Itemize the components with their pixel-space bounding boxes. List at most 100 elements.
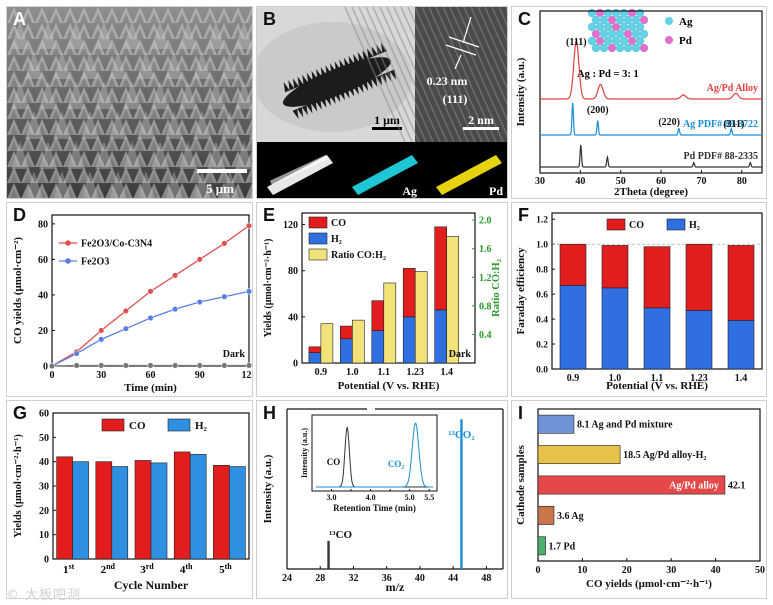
sem-crystal — [25, 51, 43, 79]
sem-image: 5 μm — [7, 7, 252, 198]
panel-h-label: H — [263, 403, 276, 423]
peak-annotation: (220) — [658, 117, 680, 128]
ag-atom — [631, 15, 641, 25]
y-axis-label: Intensity (a.u.) — [262, 454, 274, 523]
bar-h2 — [111, 466, 129, 560]
bar-ratio — [446, 236, 459, 364]
pd-atom — [639, 15, 649, 25]
xrd-line-1 — [540, 102, 762, 136]
sem-crystal — [39, 141, 57, 169]
bar-h2 — [434, 309, 447, 364]
sem-crystal — [221, 51, 239, 79]
data-point — [172, 272, 179, 279]
tem-spike — [325, 65, 332, 76]
sem-crystal — [249, 189, 252, 198]
lattice-fringe — [379, 7, 441, 143]
ag-atom — [639, 29, 649, 39]
sem-crystal — [67, 21, 85, 49]
x-tick-label: 50 — [755, 565, 765, 576]
d-spacing-label: 0.23 nm — [427, 74, 468, 88]
yield-potential-chart: 0 40 80 120 0.4 0.8 1.2 1.6 2.0 0.9 1.0 1.1 1.23 1.4 C… — [263, 212, 502, 392]
bar-co — [727, 245, 755, 321]
pd-atom — [623, 29, 633, 39]
sem-crystal — [151, 21, 169, 49]
bar-3 — [537, 505, 555, 525]
x-tick-suffix: st — [68, 562, 74, 571]
sem-crystal — [193, 171, 211, 198]
sem-crystal — [67, 81, 85, 109]
pd-atom — [607, 15, 617, 25]
plane-label: (111) — [443, 92, 468, 106]
x-tick-label: 30 — [535, 176, 545, 187]
pd-atom-icon — [665, 36, 673, 44]
bar-value-label: 3.6 Ag — [557, 511, 584, 522]
lattice-fringe — [407, 7, 469, 143]
panel-c: Ag Pd Ag : Pd = 3: 1 Ag/Pd Alloy Ag PDF# … — [511, 6, 767, 199]
tem-spike — [288, 80, 295, 91]
lattice-fringe — [421, 7, 483, 143]
x-tick-label: 80 — [737, 176, 747, 187]
x-tick-label: 28 — [315, 573, 325, 584]
cycle-stability-chart: 0 10 20 30 40 50 60 1st 2nd 3rd 4th 5th CO H₂ Cycle Nu… — [13, 409, 250, 592]
y-tick-label: 60 — [39, 409, 49, 420]
pd-atom — [595, 36, 605, 46]
ag-atom — [635, 36, 645, 46]
tem-spike — [334, 92, 341, 103]
ag-atom — [635, 22, 645, 32]
bar-h2 — [150, 462, 168, 560]
data-point — [221, 293, 228, 300]
data-point — [196, 256, 203, 263]
data-point — [147, 362, 154, 369]
panel-b-label: B — [263, 9, 276, 29]
legend-marker — [65, 258, 71, 264]
tem-spike — [311, 101, 318, 112]
legend-marker — [65, 240, 71, 246]
inset-co-label: CO — [327, 457, 341, 467]
bar-ratio — [320, 323, 334, 364]
tem-spike — [316, 68, 323, 80]
sem-crystal — [235, 21, 252, 49]
x-tick-label: 30 — [96, 370, 106, 381]
inset-tick-label: 4.0 — [366, 493, 376, 502]
pd-atom — [611, 22, 621, 32]
dark-label: Dark — [223, 349, 246, 360]
tem-spike — [348, 55, 355, 66]
panel-i-label: I — [518, 403, 524, 423]
sem-crystal — [95, 21, 113, 49]
lattice-fringe — [393, 7, 455, 143]
sem-crystal — [193, 51, 211, 79]
x-tick-label: 120 — [242, 370, 254, 381]
legend-label: CO — [629, 220, 644, 231]
y-tick-label: 0 — [44, 555, 49, 566]
hrtem-image: 0.23 nm (111) 2 nm — [344, 7, 507, 143]
xrd-line-2 — [540, 144, 762, 168]
data-point — [73, 362, 80, 369]
panel-c-label: C — [518, 9, 531, 29]
sem-crystal — [235, 141, 252, 169]
ag-atom-icon — [665, 17, 673, 25]
sem-crystal — [235, 81, 252, 109]
x-tick-label: 1.1 — [378, 367, 391, 378]
panel-d-label: D — [13, 205, 26, 225]
scalebar-a-label: 5 μm — [206, 181, 234, 196]
x-axis-label: CO yields (μmol·cm⁻²·h⁻¹) — [586, 578, 712, 590]
legend-swatch — [308, 248, 328, 261]
tem-spike — [338, 90, 345, 101]
lattice-fringe — [484, 7, 507, 59]
sem-crystal — [123, 141, 141, 169]
x-tick-label: 24 — [282, 573, 292, 584]
tem-spike — [329, 93, 336, 105]
ag-atom — [591, 43, 601, 53]
scalebar-b2-label: 2 nm — [468, 113, 494, 127]
sem-crystal — [81, 111, 99, 139]
pd-atom — [595, 8, 605, 18]
data-point — [98, 327, 105, 334]
bar-co — [434, 226, 447, 311]
ag-atom — [623, 43, 633, 53]
sem-crystal — [179, 21, 197, 49]
lattice-fringe — [372, 7, 434, 143]
y-tick-label: 60 — [38, 255, 48, 266]
panel-g-label: G — [13, 403, 28, 423]
x-tick-label: 50 — [616, 176, 626, 187]
legend-label: H₂ — [195, 420, 208, 432]
